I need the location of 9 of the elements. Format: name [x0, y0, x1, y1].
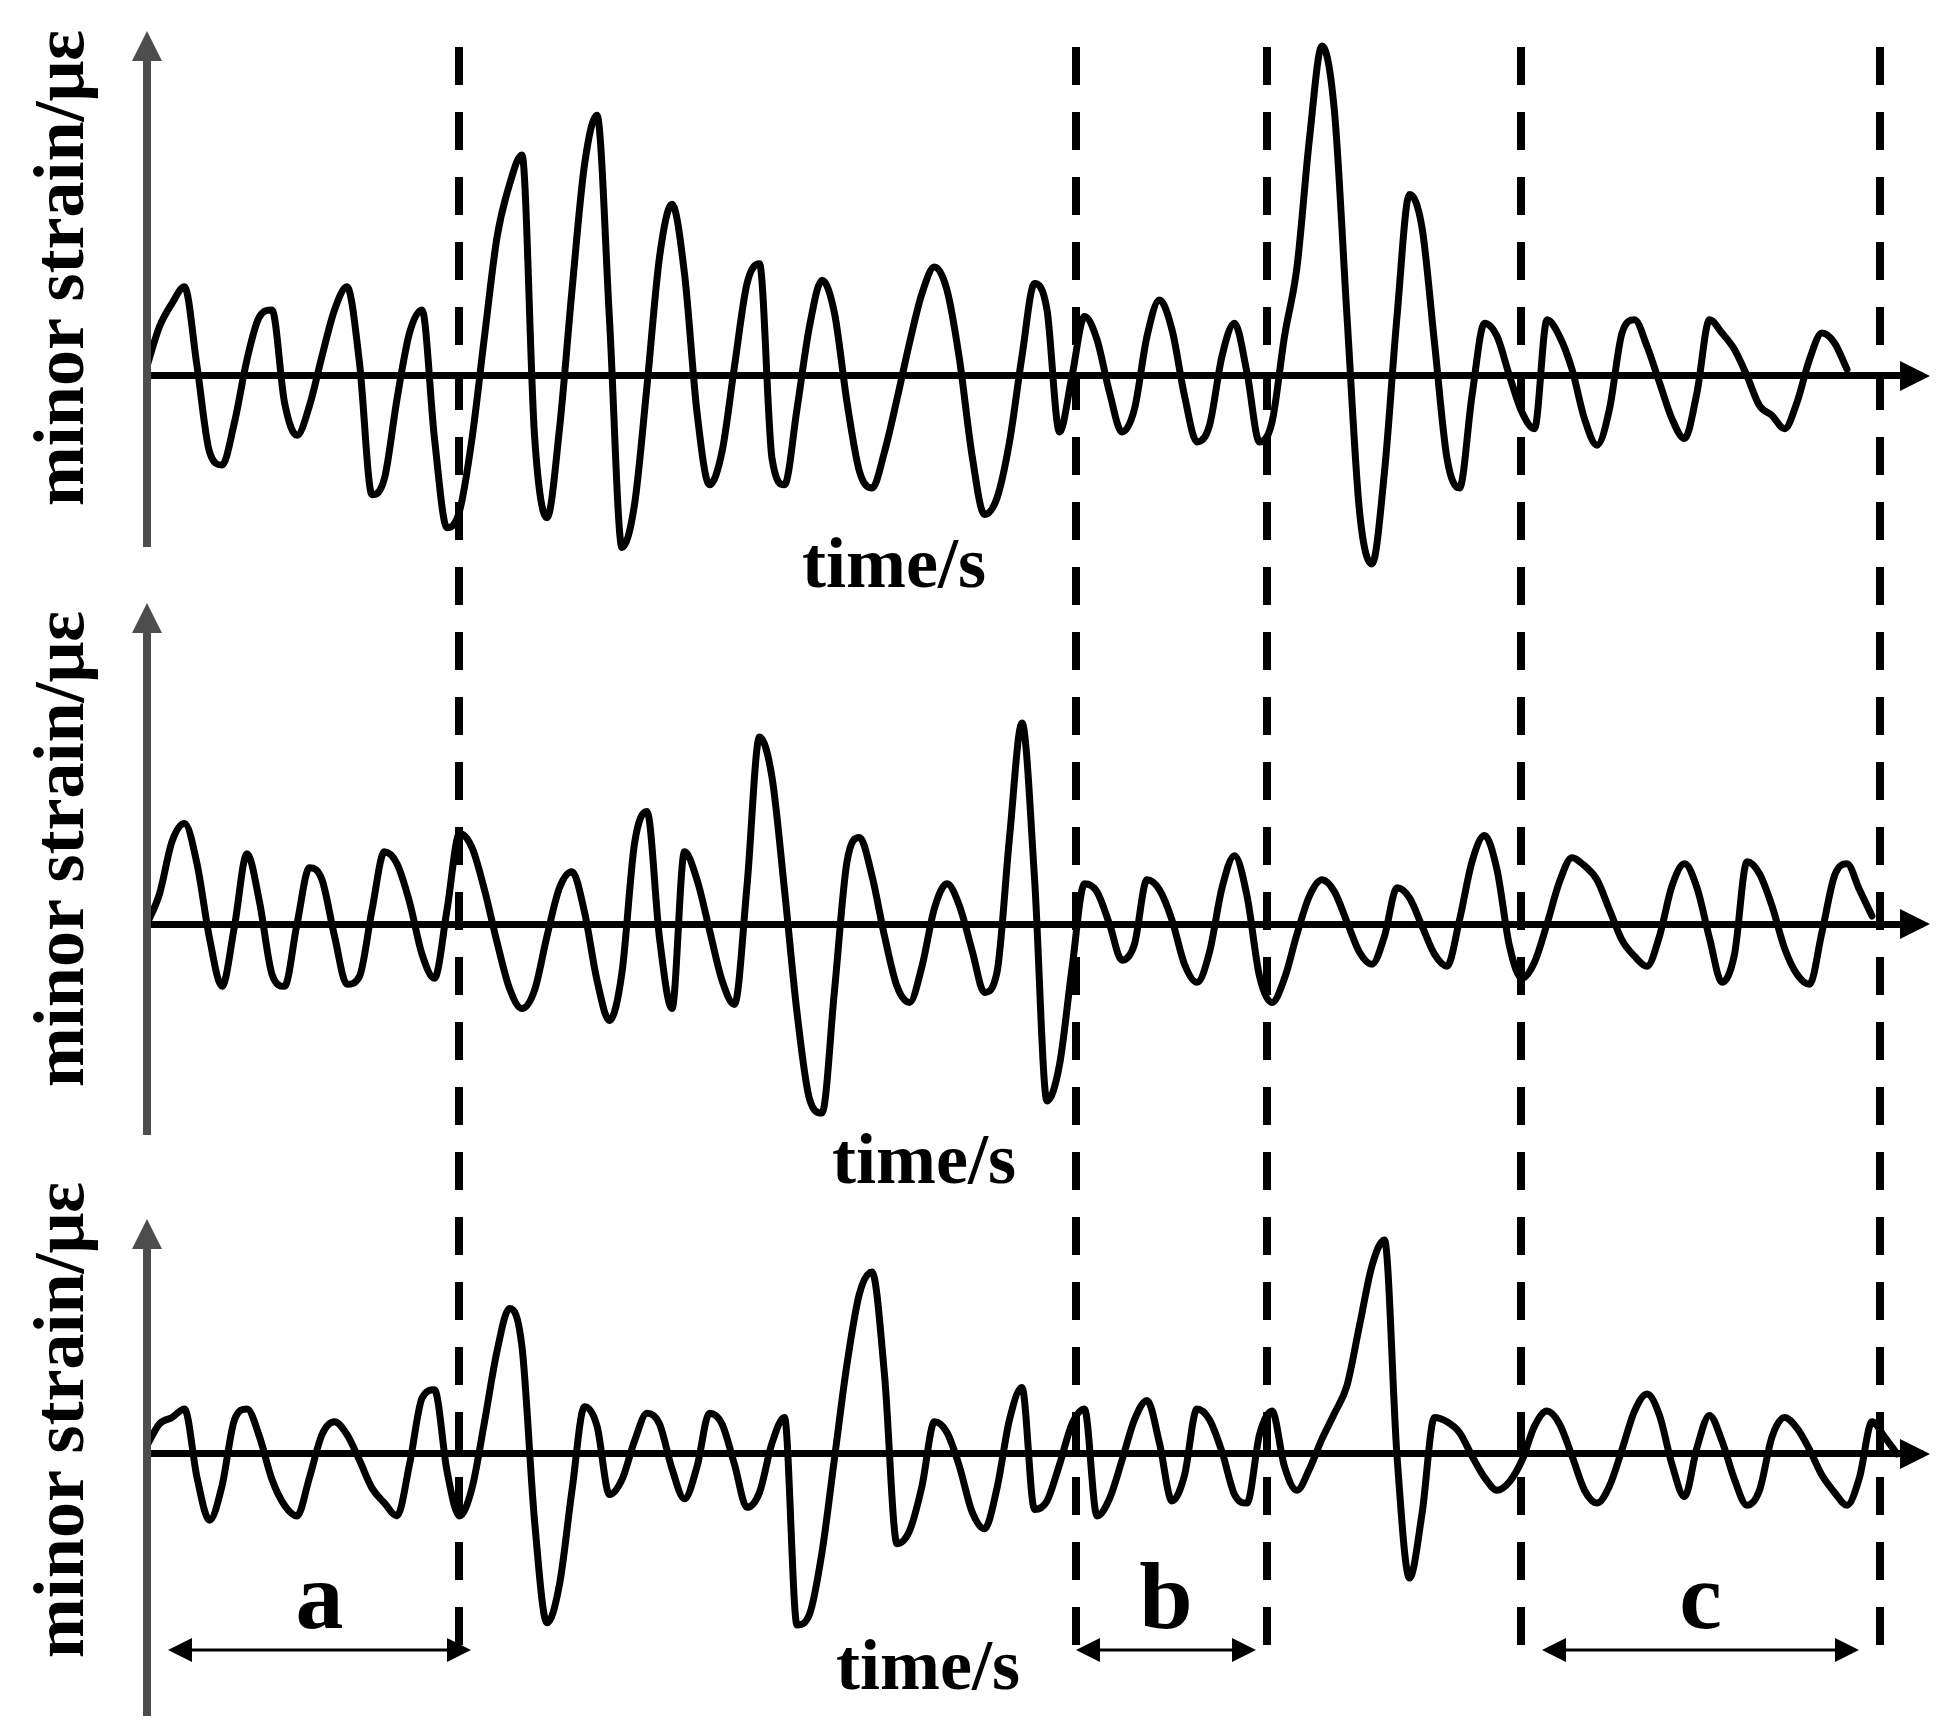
annotation: c	[1679, 1542, 1722, 1649]
annotation: b	[1139, 1542, 1193, 1649]
annotation: a	[295, 1542, 344, 1649]
x-axis-title: time/s	[802, 523, 986, 603]
y-axis-title: minor strain/με	[18, 1181, 99, 1659]
y-axis-title: minor strain/με	[18, 29, 99, 507]
y-axis-title: minor strain/με	[18, 610, 99, 1088]
x-axis-title: time/s	[836, 1625, 1020, 1705]
x-axis-title: time/s	[832, 1119, 1016, 1199]
